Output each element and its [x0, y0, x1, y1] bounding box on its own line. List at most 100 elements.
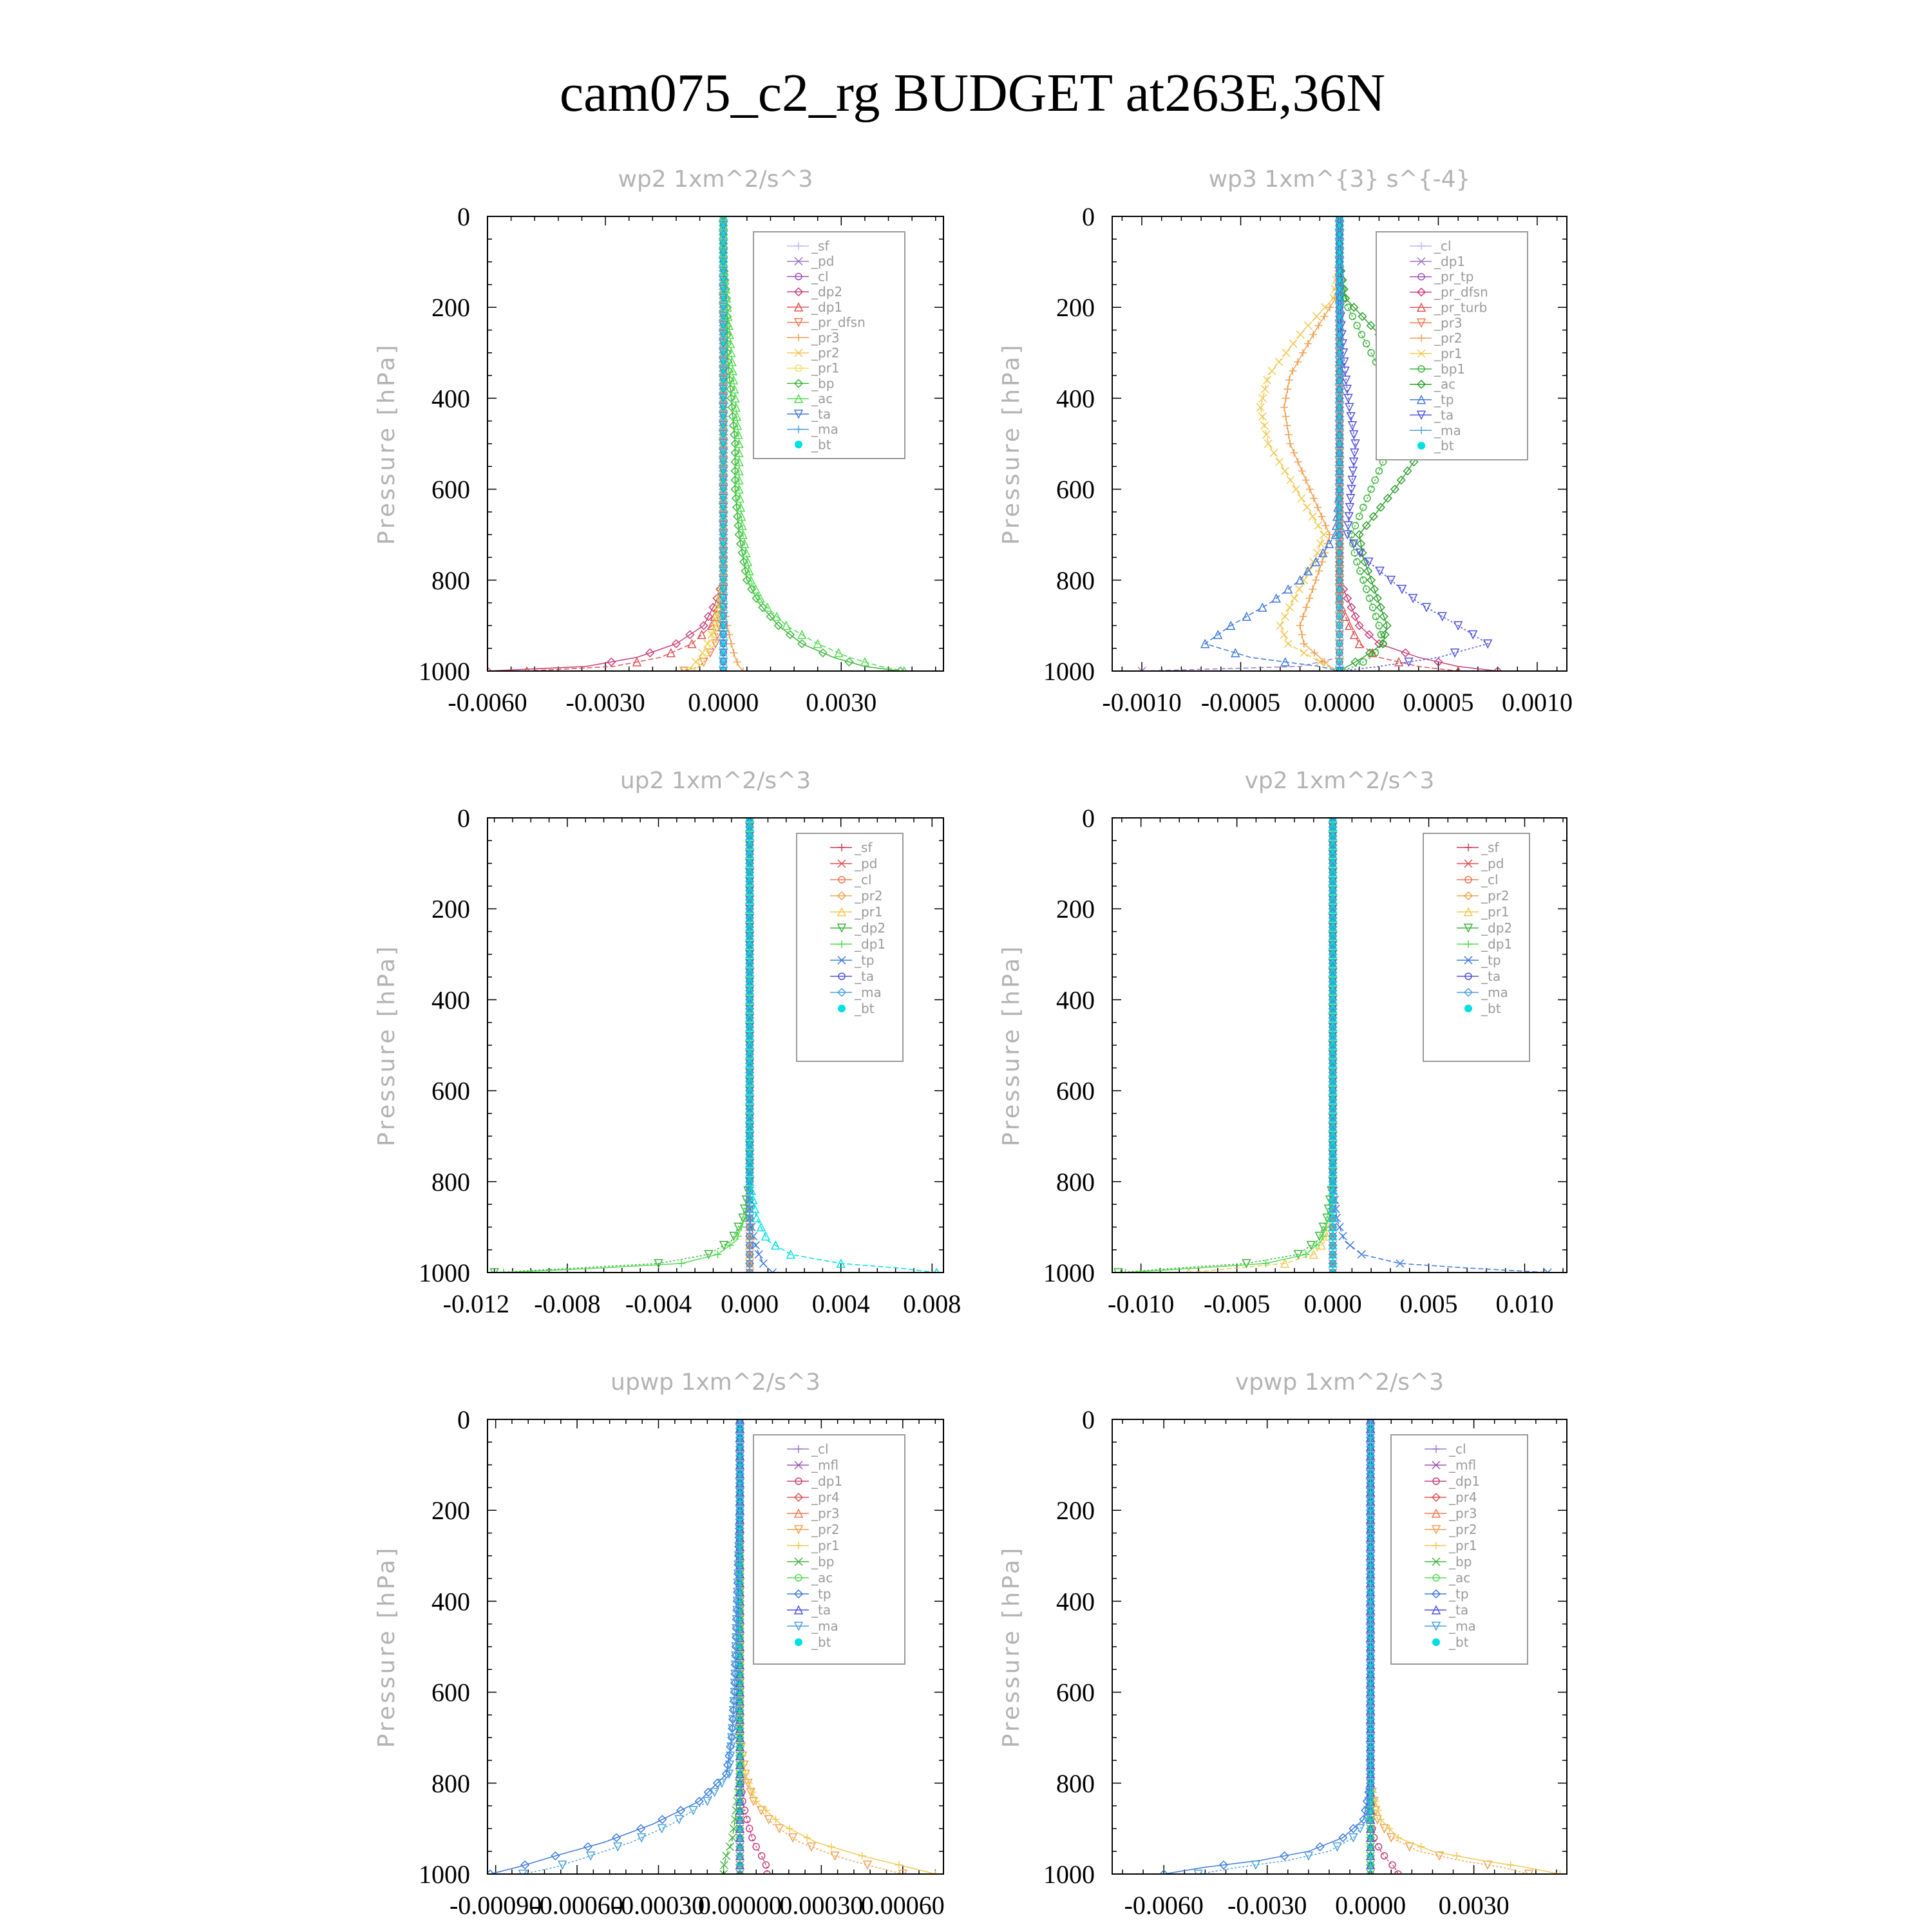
legend-label: _pr2: [1434, 330, 1463, 346]
legend-label: _pd: [811, 254, 834, 269]
point-pr1: [827, 1842, 835, 1851]
point-dp1: [714, 1250, 722, 1258]
legend-item: _sf: [1457, 840, 1499, 855]
x-tick-label: 0.00060: [861, 1891, 945, 1920]
point-bt: [744, 1085, 755, 1095]
point-pr1: [1309, 1249, 1318, 1259]
point-pr2: [1302, 476, 1310, 484]
legend-item: _sf: [830, 840, 873, 855]
point-ma: [724, 1760, 735, 1770]
series-bt: [1367, 1419, 1375, 1874]
figure-title: cam075_c2_rg BUDGET at263E,36N: [560, 63, 1385, 123]
point-bt: [1367, 1570, 1375, 1578]
point-bt: [735, 1779, 744, 1787]
point-tp: [1226, 620, 1236, 630]
point-bt: [1328, 913, 1338, 923]
point-pr_dfsn: [1343, 593, 1352, 603]
plot-frame: [487, 1419, 944, 1875]
point-bt: [1328, 985, 1338, 996]
legend-item: _pr1: [1410, 346, 1463, 361]
point-bt: [744, 1113, 755, 1122]
point-bt: [1335, 402, 1344, 412]
point-pr1: [1283, 639, 1293, 649]
point-bt: [744, 904, 755, 913]
legend-item: _pr2: [787, 345, 840, 361]
point-bt: [1367, 1419, 1375, 1423]
legend-item: _bt: [795, 1634, 831, 1650]
point-pr2: [1294, 458, 1302, 466]
legend-item: _pr_tp: [1410, 269, 1473, 285]
point-tp: [1280, 657, 1290, 667]
point-ac: [762, 602, 772, 612]
point-pr2: [1290, 449, 1298, 457]
point-pr1: [1289, 339, 1298, 348]
point-bt: [1328, 831, 1338, 840]
point-pr2: [1286, 440, 1294, 448]
point-bt: [735, 1725, 744, 1733]
point-pr1: [744, 1779, 753, 1787]
point-pr2: [1524, 1870, 1534, 1874]
point-ac: [751, 584, 761, 594]
legend-item: _dp2: [830, 920, 886, 936]
point-bt: [1328, 1158, 1338, 1168]
y-tick-label: 800: [431, 566, 470, 595]
point-bt: [744, 1040, 755, 1050]
point-ta: [1453, 621, 1463, 631]
point-ma: [585, 1852, 596, 1861]
point-pr2: [1315, 567, 1323, 575]
point-bt: [744, 985, 755, 996]
point-pr2: [1309, 330, 1318, 339]
y-tick-label: 200: [1056, 895, 1095, 923]
point-dp1: [687, 638, 697, 649]
plot-frame: [487, 216, 944, 672]
point-pr_turb: [1345, 620, 1354, 630]
point-bp1: [1363, 494, 1371, 502]
point-pr2: [1320, 312, 1329, 321]
point-pr2: [1305, 594, 1314, 603]
point-bt: [735, 1815, 744, 1824]
point-tp: [1242, 611, 1251, 621]
point-dp1: [1312, 1241, 1320, 1249]
point-bt: [719, 594, 728, 603]
y-tick-label: 200: [431, 895, 470, 923]
series-dp2: [1113, 818, 1338, 1273]
point-ac: [730, 384, 739, 394]
point-dp1: [838, 940, 846, 948]
panel-title: upwp 1xm^2/s^3: [611, 1369, 820, 1396]
point-pr1: [895, 1861, 903, 1869]
legend-label: _bt: [811, 1634, 831, 1650]
legend-item: _ma: [787, 1618, 838, 1634]
point-cl: [1432, 1445, 1440, 1453]
point-ma: [1417, 426, 1425, 435]
point-pr2: [1282, 412, 1290, 421]
point-bt: [719, 639, 728, 649]
point-bt: [1367, 1425, 1375, 1433]
point-tp: [583, 1842, 592, 1852]
legend-item: _pr1: [787, 1538, 840, 1553]
point-bp1: [1353, 321, 1361, 330]
legend-label: _pr3: [811, 330, 840, 345]
point-ac: [741, 547, 751, 558]
point-bt: [1335, 530, 1344, 539]
point-dp1: [706, 620, 717, 630]
point-tp: [520, 1860, 530, 1870]
x-tick-label: 0.0010: [1502, 688, 1573, 717]
point-bt: [744, 1177, 755, 1186]
point-pr1: [1506, 1861, 1515, 1869]
axis-ticks: [488, 1419, 943, 1875]
point-tp: [1280, 1851, 1289, 1861]
point-ac: [735, 502, 746, 512]
point-bt: [735, 1615, 744, 1624]
point-pr2: [1312, 576, 1320, 584]
point-bt: [1328, 1122, 1338, 1132]
y-tick-label: 1000: [1043, 657, 1095, 686]
point-ma: [1355, 1824, 1365, 1834]
legend-item: _dp1: [830, 936, 886, 952]
legend-label: _dp2: [1481, 920, 1512, 936]
point-ma: [837, 987, 847, 998]
point-bt: [1328, 949, 1338, 959]
point-bt: [1335, 357, 1344, 366]
legend: _cl_mfl_dp1_pr4_pr3_pr2_pr1_bp_ac_tp_ta_…: [753, 1434, 905, 1665]
point-dp2: [793, 287, 804, 297]
point-bt: [1335, 539, 1344, 548]
